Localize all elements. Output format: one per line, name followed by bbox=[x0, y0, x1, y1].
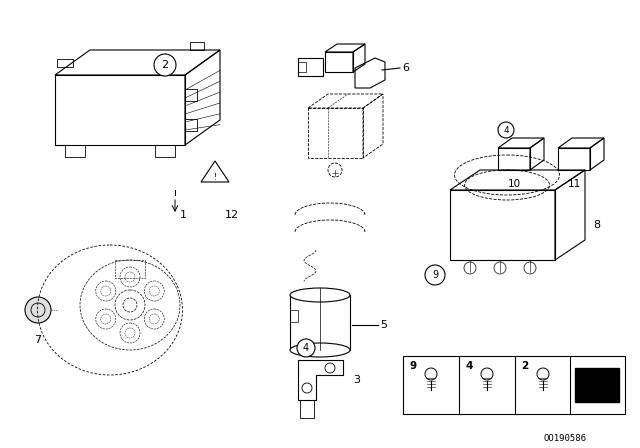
Text: 9: 9 bbox=[432, 270, 438, 280]
Text: 4: 4 bbox=[465, 361, 472, 371]
Bar bbox=[155, 145, 175, 157]
Bar bbox=[308, 108, 363, 158]
Bar bbox=[298, 58, 323, 76]
Circle shape bbox=[498, 122, 514, 138]
Bar bbox=[290, 310, 298, 322]
Text: 2: 2 bbox=[161, 60, 168, 70]
Bar bbox=[185, 119, 197, 131]
Text: 7: 7 bbox=[35, 335, 42, 345]
Text: !: ! bbox=[213, 172, 216, 181]
Text: 5: 5 bbox=[380, 320, 387, 330]
Circle shape bbox=[25, 297, 51, 323]
Text: 9: 9 bbox=[409, 361, 416, 371]
Circle shape bbox=[154, 54, 176, 76]
Ellipse shape bbox=[290, 288, 350, 302]
Text: OO190586: OO190586 bbox=[543, 434, 586, 443]
Text: 12: 12 bbox=[225, 210, 239, 220]
Text: 10: 10 bbox=[508, 179, 520, 189]
Bar bbox=[115, 260, 145, 278]
Polygon shape bbox=[575, 368, 619, 402]
Bar bbox=[57, 59, 73, 67]
Text: 11: 11 bbox=[568, 179, 580, 189]
Bar bbox=[498, 148, 530, 170]
Bar bbox=[298, 62, 306, 72]
Circle shape bbox=[425, 265, 445, 285]
Bar bbox=[65, 145, 85, 157]
Bar bbox=[403, 356, 625, 414]
Text: 2: 2 bbox=[521, 361, 528, 371]
Bar bbox=[185, 89, 197, 101]
Circle shape bbox=[297, 339, 315, 357]
Text: 3: 3 bbox=[353, 375, 360, 385]
Bar bbox=[190, 42, 204, 50]
Bar bbox=[558, 148, 590, 170]
Bar bbox=[290, 295, 350, 350]
Text: 6: 6 bbox=[402, 63, 409, 73]
Bar bbox=[325, 52, 353, 72]
Text: 1: 1 bbox=[180, 210, 187, 220]
Ellipse shape bbox=[290, 343, 350, 357]
Text: 4: 4 bbox=[303, 343, 309, 353]
Text: 8: 8 bbox=[593, 220, 600, 230]
Text: 4: 4 bbox=[503, 125, 509, 134]
